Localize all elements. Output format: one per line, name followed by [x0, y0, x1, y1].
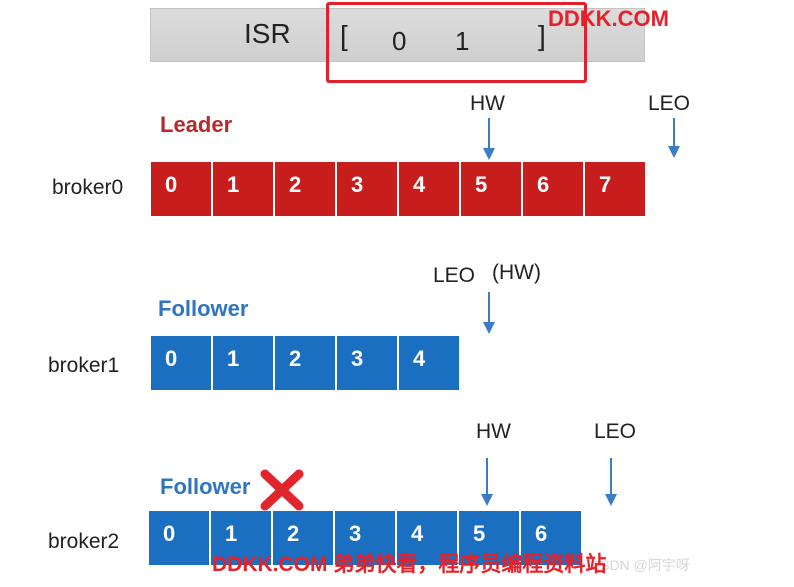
role-follower: Follower: [160, 474, 251, 499]
log-offset-cell: 6: [521, 511, 581, 565]
log-offset-cell: 4: [399, 336, 459, 390]
log-offset-cell: 3: [335, 511, 395, 565]
isr-open-bracket: [: [340, 20, 348, 51]
broker0-leo-arrow-icon: [668, 118, 680, 158]
log-offset-cell: 1: [211, 511, 271, 565]
faint-credit: CSDN @阿宇呀: [590, 557, 690, 573]
log-offset-cell: 2: [275, 162, 335, 216]
broker2-label: broker2: [48, 530, 120, 553]
log-offset-cell: 0: [151, 336, 211, 390]
role-follower: Follower: [158, 296, 249, 321]
log-offset-cell: 4: [399, 162, 459, 216]
isr-bar: [150, 8, 645, 62]
log-offset-cell: 2: [275, 336, 335, 390]
role-leader: Leader: [160, 112, 233, 137]
isr-member-1: 1: [455, 26, 470, 56]
broker0-hw-label: HW: [470, 92, 505, 115]
broker1-leo-arrow-icon: [483, 292, 495, 334]
broker1-label: broker1: [48, 354, 120, 377]
log-offset-cell: 5: [461, 162, 521, 216]
broker0-hw-arrow-icon: [483, 118, 495, 160]
broker1-log: 0 1 2 3 4: [151, 336, 459, 390]
isr-member-0: 0: [392, 26, 407, 56]
broker1-leo-label: LEO: [433, 264, 476, 287]
watermark-top: DDKK.COM: [548, 6, 669, 31]
x-icon: [260, 469, 304, 511]
log-offset-cell: 4: [397, 511, 457, 565]
log-offset-cell: 6: [523, 162, 583, 216]
broker0-label: broker0: [52, 176, 124, 199]
log-offset-cell: 5: [459, 511, 519, 565]
broker0-leo-label: LEO: [648, 92, 691, 115]
isr-close-bracket: ]: [538, 20, 546, 51]
isr-label: ISR: [244, 18, 291, 49]
broker0-log: 0 1 2 3 4 5 6 7: [151, 162, 645, 216]
isr-highlight-box: [326, 2, 587, 83]
broker2-leo-label: LEO: [594, 420, 637, 443]
broker2-hw-label: HW: [476, 420, 511, 443]
broker2-leo-arrow-icon: [605, 458, 617, 506]
log-offset-cell: 7: [585, 162, 645, 216]
log-offset-cell: 1: [213, 336, 273, 390]
broker2-log: 0 1 2 3 4 5 6: [149, 511, 581, 565]
log-offset-cell: 0: [149, 511, 209, 565]
log-offset-cell: 2: [273, 511, 333, 565]
log-offset-cell: 0: [151, 162, 211, 216]
log-offset-cell: 3: [337, 162, 397, 216]
log-offset-cell: 1: [213, 162, 273, 216]
watermark-bottom: DDKK.COM 弟弟快看，程序员编程资料站: [212, 553, 607, 576]
broker2-hw-arrow-icon: [481, 458, 493, 506]
broker1-hw-label: (HW): [492, 261, 541, 284]
log-offset-cell: 3: [337, 336, 397, 390]
